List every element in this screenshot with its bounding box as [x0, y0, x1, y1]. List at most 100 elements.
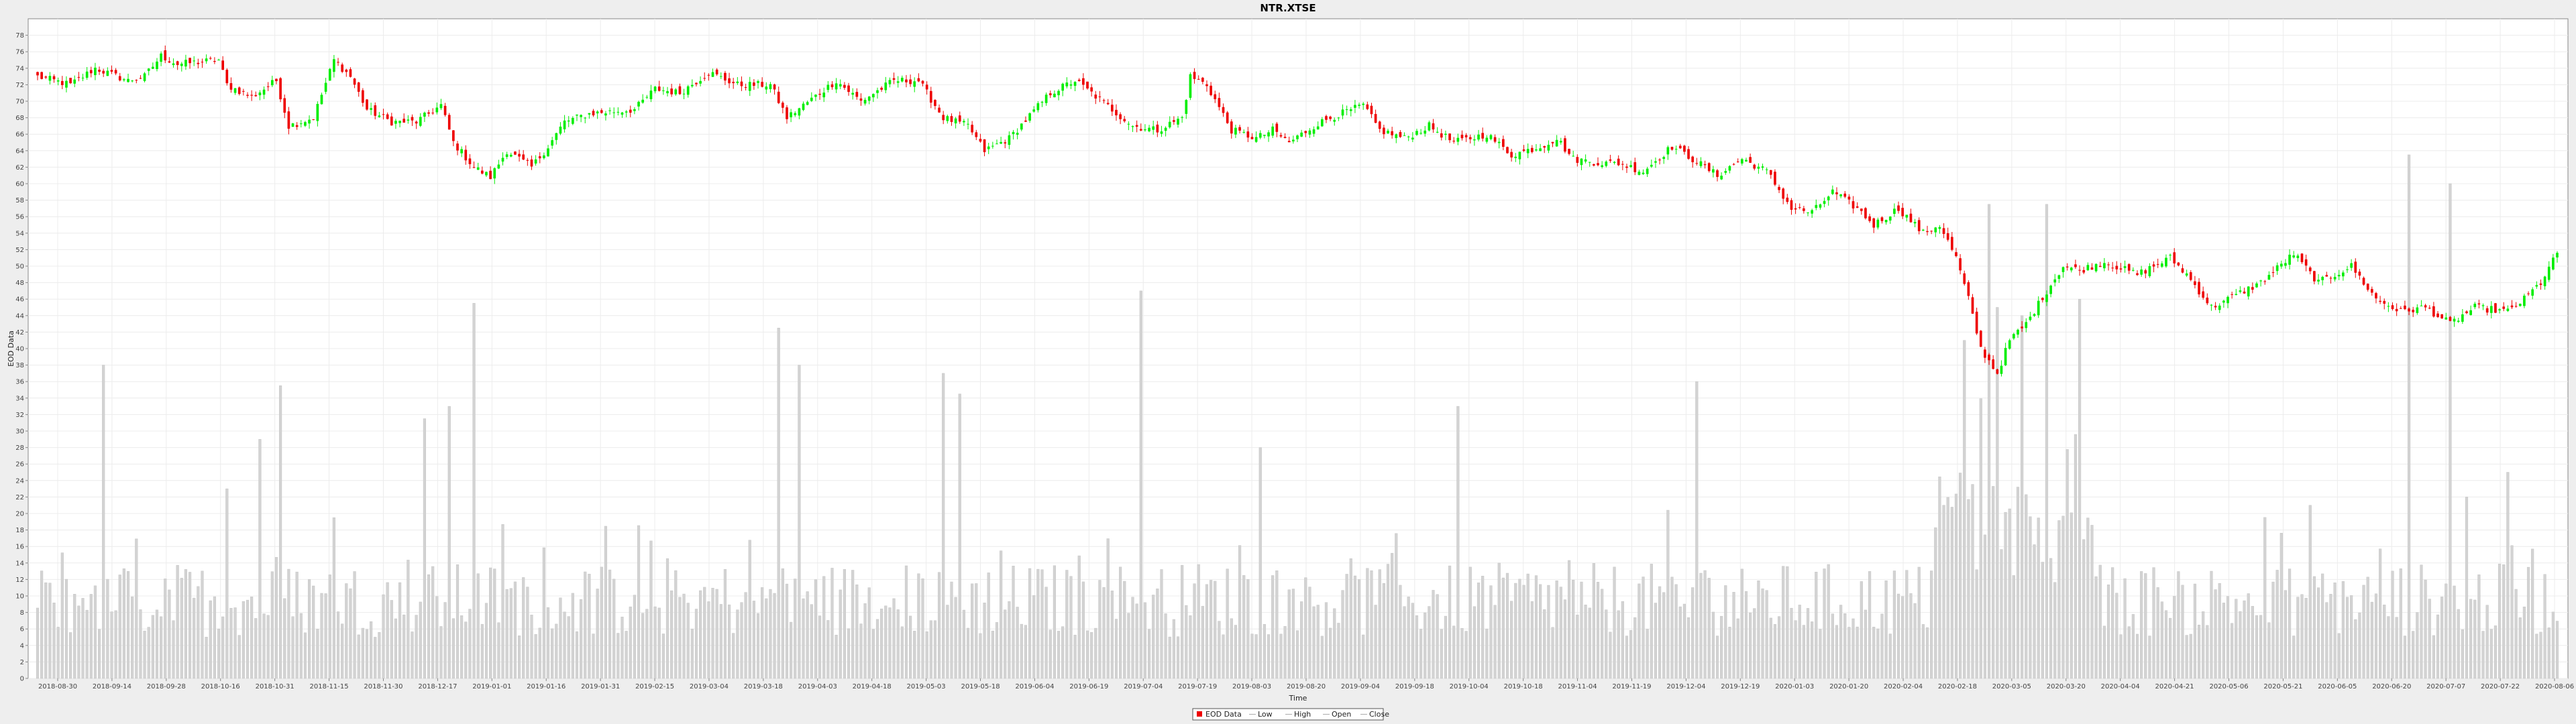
volume-bar	[2473, 599, 2477, 679]
candle-body	[2041, 298, 2044, 300]
candle-body	[1222, 107, 1225, 113]
volume-bar	[1823, 568, 1826, 679]
candle-body	[1415, 131, 1418, 135]
volume-bar	[2502, 564, 2506, 679]
candle-body	[1082, 78, 1085, 85]
volume-bar	[1868, 571, 1872, 679]
candle-body	[1769, 170, 1772, 175]
volume-bar	[608, 569, 612, 679]
volume-bar	[1291, 589, 1295, 679]
volume-bar	[423, 418, 426, 679]
y-axis-label: EOD Data	[7, 330, 15, 367]
candle-body	[855, 92, 859, 97]
volume-bar	[1740, 568, 1743, 679]
y-tick-label: 70	[15, 99, 24, 106]
volume-bar	[1312, 606, 1316, 679]
candle-body	[2251, 287, 2254, 290]
candle-body	[184, 60, 187, 67]
volume-bar	[407, 560, 410, 679]
candle-body	[1049, 93, 1052, 95]
candle-body	[2284, 263, 2287, 266]
legend-label: Close	[1369, 710, 1389, 719]
volume-bar	[464, 621, 468, 679]
volume-bar	[258, 439, 262, 679]
volume-bar	[1440, 629, 1443, 679]
candle-body	[1728, 166, 1731, 171]
volume-bar	[736, 609, 739, 679]
candle-body	[2078, 269, 2081, 271]
volume-bar	[102, 365, 105, 679]
candle-body	[971, 125, 973, 133]
candle-body	[863, 99, 867, 104]
candle-body	[1695, 163, 1699, 164]
volume-bar	[1601, 589, 1604, 679]
candle-body	[1712, 169, 1715, 173]
volume-bar	[1695, 381, 1699, 679]
volume-bar	[1370, 570, 1373, 679]
volume-bar	[131, 596, 134, 679]
volume-bar	[1238, 545, 1242, 679]
y-tick-label: 20	[15, 511, 24, 518]
volume-bar	[1489, 585, 1493, 679]
volume-bar	[419, 601, 422, 679]
candle-body	[950, 116, 953, 122]
volume-bar	[719, 604, 722, 679]
candle-body	[913, 81, 916, 87]
volume-bar	[2329, 593, 2332, 679]
candle-body	[851, 93, 855, 95]
volume-bar	[678, 597, 682, 679]
volume-bar	[1085, 630, 1089, 679]
volume-bar	[711, 588, 714, 679]
volume-bar	[2135, 634, 2139, 679]
volume-bar	[2218, 583, 2221, 679]
candle-body	[2523, 296, 2526, 306]
candle-body	[362, 90, 364, 103]
candle-body	[1823, 200, 1826, 204]
y-tick-label: 24	[15, 477, 24, 485]
volume-bar	[2333, 583, 2337, 679]
volume-bar	[2235, 599, 2238, 679]
x-tick-label: 2019-02-15	[635, 683, 674, 690]
volume-bar	[1106, 538, 1110, 679]
candle-body	[127, 78, 129, 82]
volume-bar	[1493, 605, 1497, 679]
y-tick-label: 52	[15, 247, 24, 254]
volume-bar	[357, 634, 360, 679]
candle-body	[600, 110, 603, 113]
volume-bar	[1856, 626, 1859, 679]
candle-body	[2086, 265, 2090, 271]
volume-bar	[2514, 589, 2518, 679]
volume-bar	[2370, 601, 2373, 679]
candle-body	[2082, 269, 2086, 273]
volume-bar	[2539, 631, 2542, 679]
volume-bar	[1613, 566, 1616, 679]
candle-body	[543, 155, 545, 158]
volume-bar	[2177, 571, 2180, 679]
volume-bar	[341, 623, 344, 679]
volume-bar	[909, 615, 912, 679]
volume-bar	[1715, 636, 1719, 679]
candle-body	[1329, 117, 1332, 119]
volume-bar	[761, 587, 764, 679]
y-tick-label: 54	[15, 230, 24, 237]
volume-bar	[1197, 564, 1200, 679]
candle-body	[572, 117, 574, 124]
volume-bar	[1950, 507, 1953, 679]
candle-body	[40, 72, 43, 79]
candle-body	[2222, 300, 2225, 303]
volume-bar	[1505, 572, 1509, 679]
candle-body	[1880, 217, 1884, 221]
volume-bar	[2033, 544, 2036, 679]
candle-body	[258, 92, 262, 96]
volume-bar	[1258, 447, 1262, 679]
candle-body	[2366, 284, 2369, 290]
candle-body	[2107, 264, 2110, 265]
candle-body	[518, 154, 521, 157]
volume-bar	[2049, 558, 2053, 679]
candle-body	[283, 98, 286, 113]
y-tick-label: 64	[15, 147, 24, 155]
volume-bar	[2366, 577, 2369, 679]
candle-body	[909, 79, 912, 84]
candle-body	[843, 84, 846, 88]
candle-body	[662, 90, 665, 91]
